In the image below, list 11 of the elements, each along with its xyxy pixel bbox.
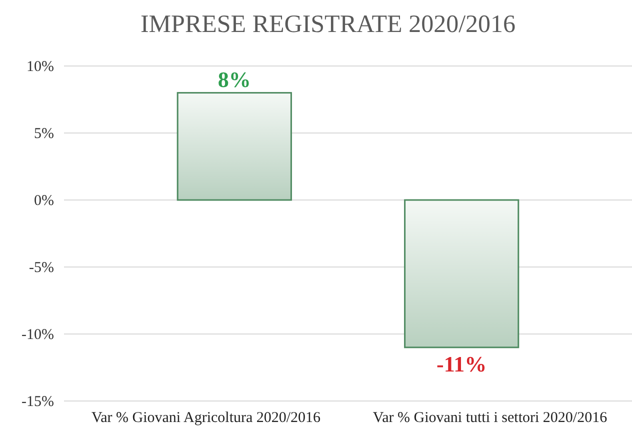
y-tick-label: -5%	[29, 260, 54, 276]
y-tick-label: -10%	[22, 327, 54, 343]
y-tick-label: 5%	[34, 126, 54, 142]
y-tick-label: 10%	[26, 59, 54, 75]
data-label: 8%	[218, 66, 251, 92]
x-tick-label: Var % Giovani tutti i settori 2020/2016	[372, 410, 608, 426]
y-tick-label: 0%	[34, 193, 54, 209]
chart-title: IMPRESE REGISTRATE 2020/2016	[140, 11, 516, 38]
x-tick-label: Var % Giovani Agricoltura 2020/2016	[91, 410, 322, 426]
data-label: -11%	[436, 351, 487, 376]
y-tick-label: -15%	[22, 394, 54, 410]
